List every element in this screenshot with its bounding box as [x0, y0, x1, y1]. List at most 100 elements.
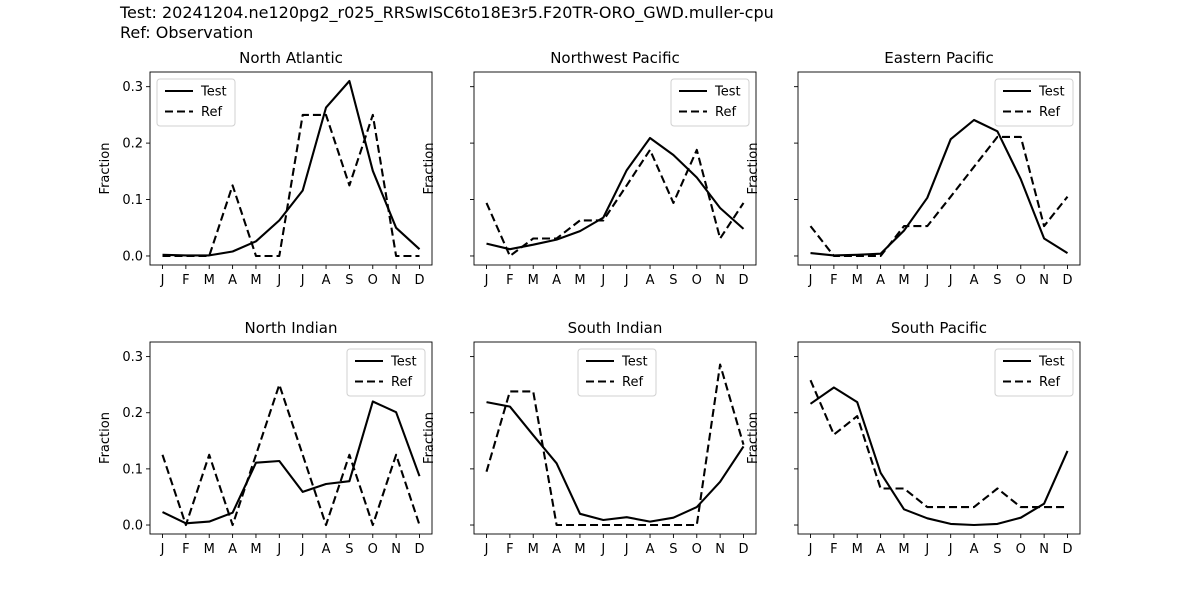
- panel-south-pacific-xtick-label: J: [924, 542, 929, 557]
- panel-north-atlantic-xtick-label: N: [391, 273, 401, 288]
- panel-eastern-pacific-frame: [797, 71, 1081, 266]
- panel-north-atlantic-xtick-label: J: [160, 273, 165, 288]
- panel-eastern-pacific-xtick-label: O: [1016, 273, 1026, 288]
- panel-south-indian-series-ref: [485, 363, 745, 527]
- panel-north-atlantic-xtick-label: M: [204, 273, 215, 288]
- panel-north-atlantic-xtick-label: S: [345, 273, 353, 288]
- panel-north-indian-legend-label-test: Test: [390, 355, 417, 370]
- panel-south-pacific-legend-label-test: Test: [1038, 355, 1065, 370]
- panel-eastern-pacific-xtick-label: M: [852, 273, 863, 288]
- panel-north-atlantic-xtick-label: A: [228, 273, 237, 288]
- panel-north-atlantic-xtick-label: J: [300, 273, 305, 288]
- panel-north-atlantic-title: North Atlantic: [239, 49, 343, 67]
- panel-south-indian-xtick-label: M: [528, 542, 539, 557]
- panel-eastern-pacific-xtick-label: M: [898, 273, 909, 288]
- panel-north-indian-xtick-label: J: [276, 542, 281, 557]
- panel-south-indian-legend: Test Ref: [577, 348, 657, 397]
- panel-northwest-pacific-series-ref: [485, 148, 745, 258]
- panel-north-indian-xtick-label: M: [204, 542, 215, 557]
- panel-eastern-pacific-series-ref: [809, 135, 1069, 258]
- panel-north-indian-ytick-label: 0.2: [122, 406, 143, 421]
- panel-south-indian-ylabel: Fraction: [422, 412, 437, 464]
- panel-north-atlantic-xtick-label: J: [276, 273, 281, 288]
- panel-north-indian-xtick-label: F: [182, 542, 189, 557]
- panel-eastern-pacific-legend: Test Ref: [994, 78, 1074, 127]
- panel-south-indian-series-test: [486, 401, 745, 523]
- panel-south-pacific-frame: [797, 341, 1081, 535]
- panel-north-indian-ytick-label: 0.1: [122, 462, 143, 477]
- panel-northwest-pacific-legend: Test Ref: [670, 78, 750, 127]
- panel-south-pacific-xtick-label: M: [898, 542, 909, 557]
- panel-northwest-pacific-xtick-label: J: [484, 273, 489, 288]
- panel-south-pacific-series-test: [809, 386, 1069, 527]
- panel-north-indian-xtick-label: A: [228, 542, 237, 557]
- panel-north-indian-xtick-label: N: [391, 542, 401, 557]
- test-label: Test: 20241204.ne120pg2_r025_RRSwISC6to1…: [120, 3, 774, 22]
- panel-south-pacific-legend-label-ref: Ref: [1039, 375, 1060, 390]
- panel-northwest-pacific-legend-label-test: Test: [714, 85, 741, 100]
- panel-south-indian-xtick-label: F: [506, 542, 513, 557]
- panel-north-indian-xtick-label: S: [345, 542, 353, 557]
- panel-eastern-pacific-xtick-label: J: [948, 273, 953, 288]
- panel-eastern-pacific-title: Eastern Pacific: [884, 49, 993, 67]
- panel-south-pacific-legend: Test Ref: [994, 348, 1074, 397]
- panel-south-pacific-xtick-label: D: [1062, 542, 1072, 557]
- panel-eastern-pacific-xtick-label: J: [924, 273, 929, 288]
- panel-northwest-pacific-xtick-label: S: [669, 273, 677, 288]
- panel-northwest-pacific-xtick-label: J: [600, 273, 605, 288]
- panel-north-indian-ylabel: Fraction: [98, 412, 113, 464]
- panel-northwest-pacific-xtick-label: M: [528, 273, 539, 288]
- panel-eastern-pacific-legend-label-ref: Ref: [1039, 105, 1060, 120]
- panel-south-indian-frame: [473, 341, 757, 535]
- panel-northwest-pacific-xtick-label: F: [506, 273, 513, 288]
- panel-south-indian-xtick-label: A: [646, 542, 655, 557]
- panel-north-atlantic-ytick-label: 0.3: [122, 80, 143, 95]
- panel-northwest-pacific-legend-label-ref: Ref: [715, 105, 736, 120]
- panel-eastern-pacific-legend-label-test: Test: [1038, 85, 1065, 100]
- panel-north-atlantic-ylabel: Fraction: [98, 143, 113, 195]
- panel-north-atlantic-ytick-label: 0.0: [122, 249, 143, 264]
- panel-north-indian-legend: Test Ref: [346, 348, 426, 397]
- panel-south-indian-legend-label-ref: Ref: [622, 375, 643, 390]
- panel-north-atlantic-xtick-label: D: [414, 273, 424, 288]
- panel-north-atlantic-xtick-label: O: [368, 273, 378, 288]
- panel-northwest-pacific-series-test: [486, 136, 745, 251]
- panel-south-pacific-xtick-label: A: [970, 542, 979, 557]
- panel-northwest-pacific-frame: [473, 71, 757, 266]
- panel-north-atlantic-ytick-label: 0.2: [122, 137, 143, 152]
- panel-north-atlantic-xtick-label: M: [250, 273, 261, 288]
- panel-north-atlantic-series-ref: [162, 113, 420, 258]
- panel-eastern-pacific-xtick-label: J: [808, 273, 813, 288]
- panel-south-indian-xtick-label: J: [624, 542, 629, 557]
- panel-eastern-pacific-ylabel: Fraction: [746, 143, 761, 195]
- panel-south-pacific-xtick-label: J: [948, 542, 953, 557]
- panel-north-indian-series-ref: [161, 383, 421, 527]
- panel-northwest-pacific-xtick-label: M: [574, 273, 585, 288]
- panel-northwest-pacific-xtick-label: N: [715, 273, 725, 288]
- panel-south-pacific-xtick-label: O: [1016, 542, 1026, 557]
- panel-south-indian-xtick-label: J: [484, 542, 489, 557]
- panel-north-atlantic-xtick-label: A: [322, 273, 331, 288]
- panel-eastern-pacific-xtick-label: F: [830, 273, 837, 288]
- panel-north-indian-xtick-label: O: [368, 542, 378, 557]
- panel-eastern-pacific-xtick-label: A: [876, 273, 885, 288]
- panel-north-indian-xtick-label: A: [322, 542, 331, 557]
- panel-south-pacific-title: South Pacific: [891, 319, 987, 337]
- panel-south-pacific-xtick-label: N: [1039, 542, 1049, 557]
- panel-northwest-pacific-ylabel: Fraction: [422, 143, 437, 195]
- panel-south-indian-title: South Indian: [568, 319, 663, 337]
- panel-south-indian-xtick-label: N: [715, 542, 725, 557]
- panel-south-indian-legend-label-test: Test: [621, 355, 648, 370]
- panel-northwest-pacific-xtick-label: J: [624, 273, 629, 288]
- panel-south-pacific-series-ref: [809, 379, 1068, 509]
- panel-south-pacific-xtick-label: S: [993, 542, 1001, 557]
- panel-north-atlantic-ytick-label: 0.1: [122, 193, 143, 208]
- panel-south-pacific-ylabel: Fraction: [746, 412, 761, 464]
- panel-south-pacific-xtick-label: F: [830, 542, 837, 557]
- panel-south-indian-xtick-label: M: [574, 542, 585, 557]
